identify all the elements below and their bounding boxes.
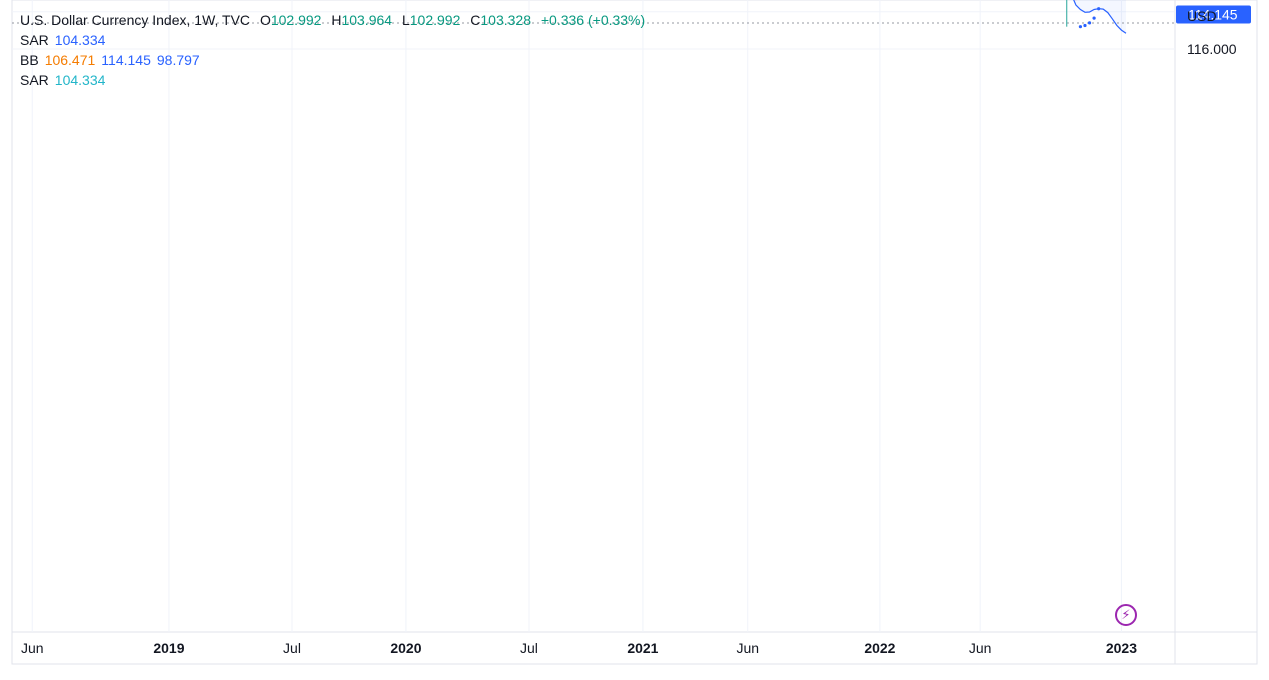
legend-row-sar2[interactable]: SAR 104.334 <box>20 70 645 90</box>
legend-close-label: C <box>470 12 481 28</box>
chart-frame <box>11 0 1258 665</box>
sar-dot <box>1087 21 1092 25</box>
sar-dot <box>1083 23 1087 28</box>
x-tick-label: 2022 <box>864 640 895 656</box>
lightning-icon[interactable]: ⚡ <box>1115 604 1137 626</box>
legend-open-label: O <box>259 12 271 28</box>
legend-sar1-value: 104.334 <box>54 32 106 48</box>
legend-bb-upper: 114.145 <box>101 52 151 68</box>
legend-high-label: H <box>331 12 342 28</box>
legend-bb-lower: 98.797 <box>156 52 200 68</box>
x-tick-label: Jun <box>21 640 44 656</box>
legend-low-value: 102.992 <box>409 12 461 28</box>
sar-dot <box>1092 16 1096 20</box>
legend-open-value: 102.992 <box>270 12 322 28</box>
price-axis-label-bg <box>1176 5 1251 24</box>
currency-label[interactable]: USD <box>1187 8 1217 24</box>
legend-bb-label: BB <box>20 52 39 68</box>
legend-row-ohlc: U.S. Dollar Currency Index, 1W, TVC O102… <box>20 10 645 30</box>
legend-change: +0.336 (+0.33%) <box>540 12 646 28</box>
price-axis-label: 114.145 <box>1188 6 1238 22</box>
x-tick-label: Jun <box>736 640 759 656</box>
x-tick-label: Jun <box>969 640 992 656</box>
legend-row-bb[interactable]: BB 106.471 114.145 98.797 <box>20 50 645 70</box>
x-tick-label: Jul <box>520 640 538 656</box>
x-tick-label: 2019 <box>153 640 184 656</box>
legend-row-sar1[interactable]: SAR 104.334 <box>20 30 645 50</box>
bollinger-band-fill <box>1073 0 1126 34</box>
legend-low-label: L <box>401 12 410 28</box>
legend-sar1-label: SAR <box>20 32 49 48</box>
sar-dot <box>1078 25 1083 29</box>
x-tick-label: Jul <box>283 640 301 656</box>
legend-sar2-value: 104.334 <box>54 72 106 88</box>
legend-bb-basis: 106.471 <box>44 52 96 68</box>
sar-dot <box>1097 7 1101 11</box>
chart-legend: U.S. Dollar Currency Index, 1W, TVC O102… <box>20 10 645 90</box>
legend-close-value: 103.328 <box>480 12 531 28</box>
x-tick-label: 2023 <box>1106 640 1137 656</box>
y-tick-label: 116.000 <box>1187 41 1237 57</box>
legend-high-value: 103.964 <box>341 12 393 28</box>
legend-sar2-label: SAR <box>20 72 49 88</box>
x-tick-label: 2021 <box>627 640 658 656</box>
legend-title: U.S. Dollar Currency Index, 1W, TVC <box>20 12 251 28</box>
x-tick-label: 2020 <box>390 640 421 656</box>
